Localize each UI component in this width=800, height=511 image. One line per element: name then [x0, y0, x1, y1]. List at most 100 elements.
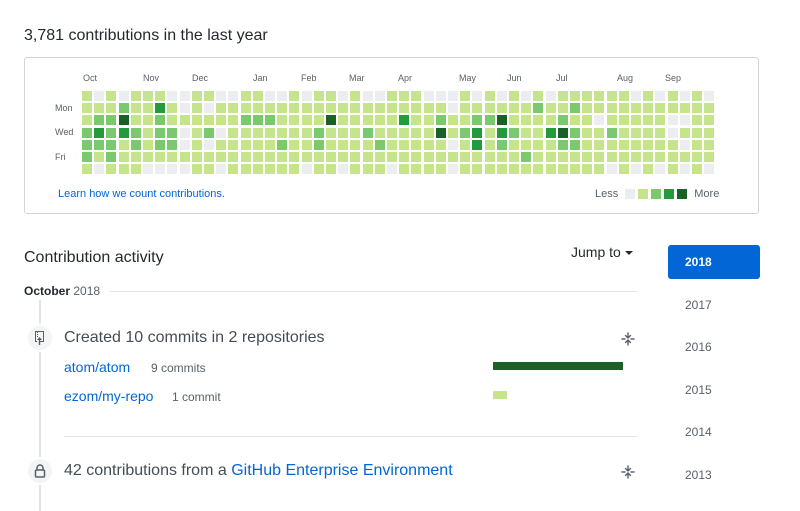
contribution-day-cell[interactable]: [240, 115, 251, 126]
contribution-day-cell[interactable]: [460, 127, 471, 138]
contribution-day-cell[interactable]: [655, 91, 666, 101]
contribution-day-cell[interactable]: [448, 164, 458, 175]
contribution-day-cell[interactable]: [423, 139, 434, 150]
contribution-day-cell[interactable]: [679, 152, 690, 162]
contribution-day-cell[interactable]: [130, 152, 141, 162]
contribution-day-cell[interactable]: [655, 164, 666, 175]
contribution-day-cell[interactable]: [521, 152, 532, 162]
contribution-day-cell[interactable]: [509, 164, 519, 175]
contribution-day-cell[interactable]: [472, 139, 483, 150]
contribution-day-cell[interactable]: [167, 164, 178, 175]
contribution-day-cell[interactable]: [228, 91, 239, 101]
contribution-day-cell[interactable]: [167, 139, 178, 150]
contribution-day-cell[interactable]: [252, 127, 263, 138]
contribution-day-cell[interactable]: [143, 127, 153, 138]
contribution-day-cell[interactable]: [106, 127, 117, 138]
contribution-day-cell[interactable]: [326, 103, 336, 114]
contribution-day-cell[interactable]: [94, 115, 105, 126]
year-link-2017[interactable]: 2017: [685, 297, 712, 312]
contribution-day-cell[interactable]: [484, 115, 495, 126]
contribution-day-cell[interactable]: [594, 115, 605, 126]
contribution-day-cell[interactable]: [204, 103, 214, 114]
contribution-day-cell[interactable]: [301, 164, 312, 175]
contribution-day-cell[interactable]: [704, 127, 715, 138]
contribution-day-cell[interactable]: [582, 103, 593, 114]
contribution-day-cell[interactable]: [582, 152, 593, 162]
contribution-day-cell[interactable]: [350, 91, 361, 101]
contribution-day-cell[interactable]: [570, 127, 580, 138]
contribution-day-cell[interactable]: [557, 91, 568, 101]
contribution-day-cell[interactable]: [387, 127, 397, 138]
contribution-day-cell[interactable]: [155, 91, 166, 101]
contribution-day-cell[interactable]: [277, 103, 288, 114]
contribution-day-cell[interactable]: [167, 103, 178, 114]
contribution-day-cell[interactable]: [362, 164, 373, 175]
contribution-day-cell[interactable]: [179, 103, 190, 114]
contribution-day-cell[interactable]: [557, 115, 568, 126]
contribution-day-cell[interactable]: [204, 139, 214, 150]
learn-contributions-link[interactable]: Learn how we count contributions.: [58, 188, 225, 200]
contribution-day-cell[interactable]: [167, 127, 178, 138]
contribution-day-cell[interactable]: [82, 152, 92, 162]
contribution-day-cell[interactable]: [265, 139, 275, 150]
contribution-day-cell[interactable]: [582, 139, 593, 150]
contribution-day-cell[interactable]: [692, 164, 702, 175]
contribution-day-cell[interactable]: [216, 164, 227, 175]
contribution-day-cell[interactable]: [460, 164, 471, 175]
contribution-day-cell[interactable]: [631, 139, 641, 150]
contribution-day-cell[interactable]: [228, 115, 239, 126]
contribution-day-cell[interactable]: [399, 139, 410, 150]
contribution-day-cell[interactable]: [106, 139, 117, 150]
contribution-day-cell[interactable]: [94, 152, 105, 162]
contribution-day-cell[interactable]: [301, 103, 312, 114]
contribution-day-cell[interactable]: [399, 152, 410, 162]
contribution-day-cell[interactable]: [423, 91, 434, 101]
contribution-day-cell[interactable]: [704, 103, 715, 114]
contribution-day-cell[interactable]: [301, 139, 312, 150]
contribution-day-cell[interactable]: [667, 164, 678, 175]
contribution-day-cell[interactable]: [277, 139, 288, 150]
contribution-day-cell[interactable]: [313, 103, 324, 114]
contribution-day-cell[interactable]: [631, 115, 641, 126]
contribution-day-cell[interactable]: [594, 127, 605, 138]
contribution-day-cell[interactable]: [252, 103, 263, 114]
contribution-day-cell[interactable]: [252, 152, 263, 162]
contribution-day-cell[interactable]: [643, 127, 654, 138]
contribution-day-cell[interactable]: [143, 91, 153, 101]
contribution-day-cell[interactable]: [533, 115, 544, 126]
contribution-day-cell[interactable]: [582, 127, 593, 138]
contribution-day-cell[interactable]: [472, 103, 483, 114]
contribution-day-cell[interactable]: [265, 164, 275, 175]
contribution-day-cell[interactable]: [435, 127, 446, 138]
contribution-day-cell[interactable]: [277, 91, 288, 101]
contribution-day-cell[interactable]: [143, 103, 153, 114]
contribution-day-cell[interactable]: [545, 164, 556, 175]
contribution-day-cell[interactable]: [667, 91, 678, 101]
contribution-day-cell[interactable]: [496, 127, 507, 138]
contribution-day-cell[interactable]: [313, 115, 324, 126]
contribution-day-cell[interactable]: [289, 139, 300, 150]
contribution-day-cell[interactable]: [618, 127, 629, 138]
contribution-day-cell[interactable]: [570, 91, 580, 101]
contribution-day-cell[interactable]: [606, 139, 617, 150]
contribution-day-cell[interactable]: [606, 91, 617, 101]
contribution-day-cell[interactable]: [94, 103, 105, 114]
contribution-day-cell[interactable]: [191, 152, 202, 162]
contribution-day-cell[interactable]: [191, 139, 202, 150]
contribution-day-cell[interactable]: [326, 152, 336, 162]
contribution-day-cell[interactable]: [118, 127, 129, 138]
contribution-day-cell[interactable]: [460, 91, 471, 101]
contribution-day-cell[interactable]: [521, 115, 532, 126]
contribution-day-cell[interactable]: [618, 164, 629, 175]
contribution-day-cell[interactable]: [692, 127, 702, 138]
contribution-day-cell[interactable]: [216, 115, 227, 126]
contribution-day-cell[interactable]: [496, 91, 507, 101]
contribution-day-cell[interactable]: [557, 164, 568, 175]
contribution-day-cell[interactable]: [484, 91, 495, 101]
contribution-day-cell[interactable]: [594, 103, 605, 114]
contribution-day-cell[interactable]: [265, 127, 275, 138]
contribution-day-cell[interactable]: [521, 91, 532, 101]
contribution-day-cell[interactable]: [496, 164, 507, 175]
contribution-day-cell[interactable]: [143, 139, 153, 150]
contribution-day-cell[interactable]: [350, 164, 361, 175]
